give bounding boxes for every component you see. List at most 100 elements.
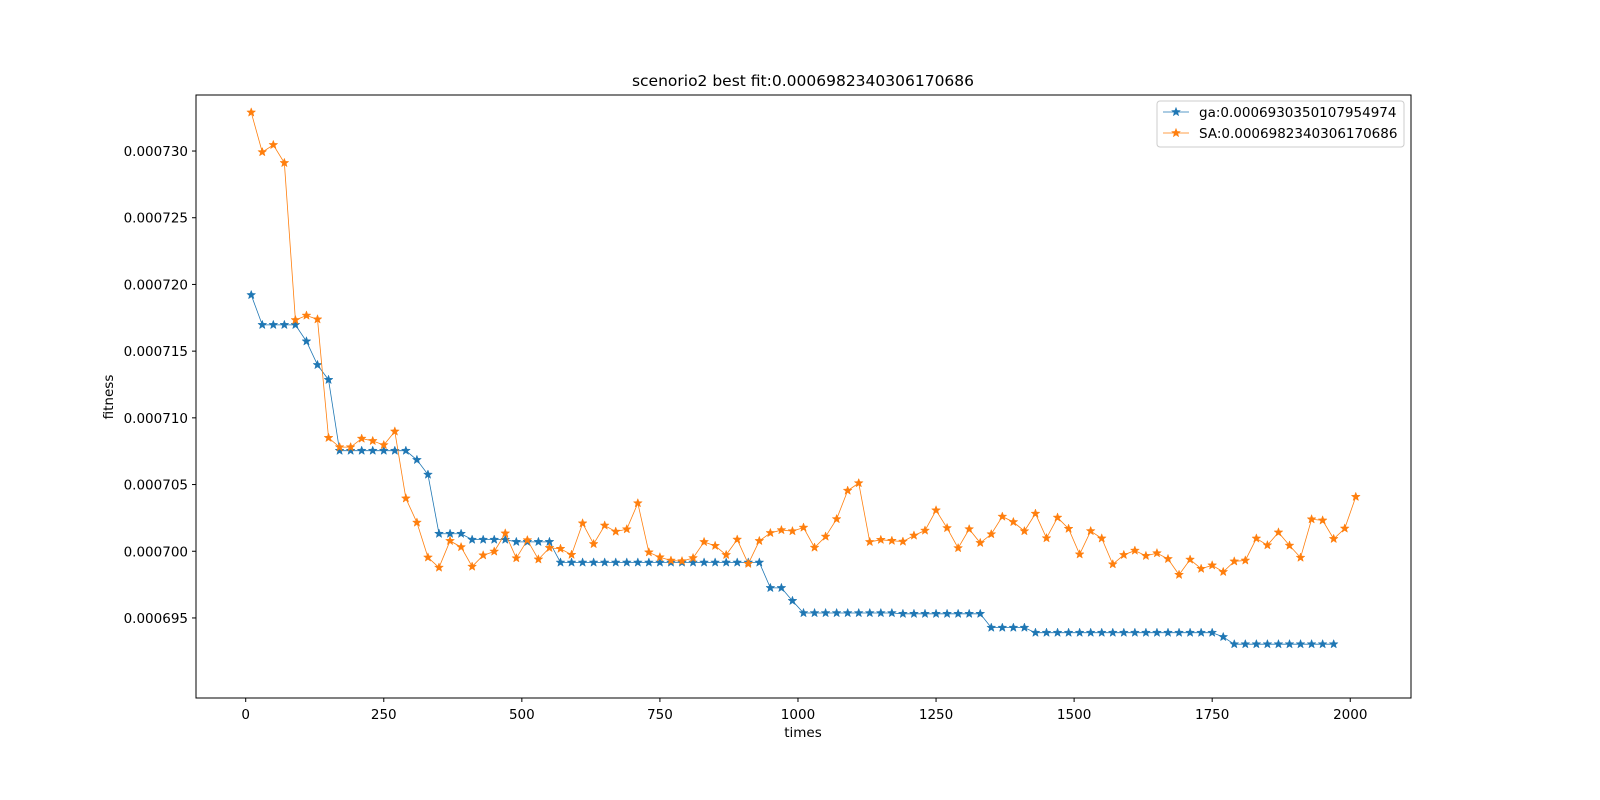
data-point (1162, 553, 1174, 564)
data-point (1284, 638, 1295, 649)
data-point (588, 557, 599, 567)
data-point (710, 557, 721, 567)
data-point (930, 608, 942, 619)
data-point (809, 542, 820, 552)
data-point (1096, 627, 1107, 637)
legend-entry: SA:0.0006982340306170686 (1163, 126, 1397, 142)
data-point (1262, 539, 1273, 550)
data-point (533, 536, 544, 547)
y-tick-label: 0.000705 (124, 478, 188, 494)
data-point (1251, 533, 1262, 543)
data-point (643, 557, 654, 567)
data-point (246, 107, 257, 117)
data-point (632, 557, 643, 567)
data-point (1295, 552, 1306, 562)
data-point (312, 359, 323, 370)
data-point (1052, 512, 1063, 522)
x-tick-label: 500 (509, 707, 535, 723)
data-point (389, 426, 400, 436)
data-point (919, 608, 931, 619)
data-point (621, 523, 632, 534)
y-tick-label: 0.000710 (124, 411, 188, 427)
data-point (964, 523, 975, 534)
legend-label: SA:0.0006982340306170686 (1199, 126, 1397, 142)
data-point (886, 535, 897, 546)
data-point (444, 535, 456, 546)
data-point (886, 607, 897, 618)
data-point (334, 441, 345, 452)
data-point (787, 525, 798, 536)
data-point (533, 554, 544, 564)
data-point (1085, 627, 1096, 637)
data-point (654, 551, 665, 562)
data-point (312, 313, 323, 324)
data-point (290, 319, 301, 330)
data-point (400, 493, 411, 503)
data-point (1251, 638, 1262, 649)
data-point (1185, 554, 1196, 564)
data-point (975, 537, 986, 548)
data-point (842, 485, 853, 495)
data-point (1295, 638, 1306, 649)
data-point (610, 557, 621, 567)
data-point (290, 314, 301, 325)
x-tick-label: 0 (241, 707, 250, 723)
chart-title: scenorio2 best fit:0.0006982340306170686 (632, 72, 974, 90)
data-point (1306, 513, 1317, 524)
data-point (864, 536, 875, 547)
data-point (1107, 558, 1118, 569)
data-point (765, 582, 776, 593)
data-point (1262, 638, 1273, 649)
data-point (1041, 627, 1052, 637)
data-point (489, 534, 500, 544)
data-point (268, 139, 279, 150)
x-tick-label: 750 (647, 707, 673, 723)
data-point (732, 557, 743, 567)
data-point (687, 557, 699, 567)
data-point (257, 319, 268, 330)
data-point (1328, 638, 1339, 649)
data-point (367, 445, 378, 455)
data-point (599, 557, 610, 567)
data-point (1074, 549, 1085, 559)
data-point (345, 445, 356, 455)
data-point (665, 555, 677, 565)
data-point (500, 528, 511, 538)
data-point (853, 607, 864, 618)
data-point (864, 607, 875, 618)
data-point (930, 504, 942, 515)
data-point (743, 558, 754, 569)
series-0 (246, 289, 1339, 649)
data-point (1350, 491, 1361, 502)
data-point (853, 477, 864, 488)
data-point (953, 608, 964, 619)
y-tick-label: 0.000715 (124, 344, 188, 360)
data-point (986, 528, 997, 539)
data-point (798, 607, 809, 618)
data-point (301, 310, 312, 320)
data-point (842, 607, 853, 618)
data-point (378, 445, 389, 455)
data-point (1041, 532, 1052, 543)
data-point (422, 469, 434, 479)
data-point (942, 522, 953, 533)
data-point (1030, 627, 1041, 637)
data-point (544, 542, 555, 553)
data-point (1052, 627, 1063, 637)
data-point (699, 536, 710, 547)
data-point (787, 595, 798, 606)
data-point (1030, 508, 1041, 518)
data-point (301, 336, 312, 346)
data-point (1207, 627, 1218, 637)
data-point (566, 557, 577, 567)
y-axis: 0.000695 0.000700 0.000705 0.000710 0.000715… (124, 144, 196, 627)
data-point (632, 497, 643, 508)
data-point (765, 527, 776, 538)
legend-box (1156, 100, 1405, 148)
data-point (897, 536, 908, 546)
data-point (809, 607, 820, 618)
data-point (456, 528, 467, 539)
data-point (964, 608, 975, 619)
x-tick-label: 250 (371, 707, 397, 723)
data-point (599, 520, 610, 530)
